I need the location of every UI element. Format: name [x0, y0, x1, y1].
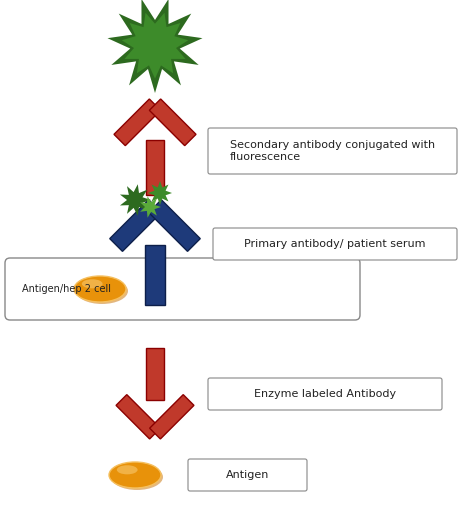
FancyBboxPatch shape — [5, 258, 360, 320]
Polygon shape — [146, 348, 164, 400]
Polygon shape — [145, 245, 165, 305]
Polygon shape — [148, 181, 172, 205]
Polygon shape — [108, 0, 202, 93]
Text: Primary antibody/ patient serum: Primary antibody/ patient serum — [244, 239, 426, 249]
FancyBboxPatch shape — [208, 128, 457, 174]
FancyBboxPatch shape — [188, 459, 307, 491]
Text: Enzyme labeled Antibody: Enzyme labeled Antibody — [254, 389, 396, 399]
Ellipse shape — [74, 276, 126, 302]
Polygon shape — [110, 200, 161, 251]
Polygon shape — [150, 395, 194, 439]
Polygon shape — [149, 99, 196, 146]
Polygon shape — [122, 13, 188, 78]
Text: Antigen/hep 2 cell: Antigen/hep 2 cell — [22, 284, 111, 294]
Text: Antigen: Antigen — [226, 470, 269, 480]
Polygon shape — [140, 196, 161, 218]
Polygon shape — [149, 200, 200, 251]
Ellipse shape — [117, 465, 137, 474]
Ellipse shape — [109, 462, 161, 488]
Polygon shape — [120, 184, 151, 216]
Ellipse shape — [76, 278, 128, 304]
Polygon shape — [146, 140, 164, 195]
Text: Secondary antibody conjugated with
fluorescence: Secondary antibody conjugated with fluor… — [230, 140, 435, 162]
Polygon shape — [116, 395, 160, 439]
Polygon shape — [114, 99, 161, 146]
Ellipse shape — [111, 464, 163, 490]
FancyBboxPatch shape — [213, 228, 457, 260]
Ellipse shape — [82, 279, 102, 288]
FancyBboxPatch shape — [208, 378, 442, 410]
